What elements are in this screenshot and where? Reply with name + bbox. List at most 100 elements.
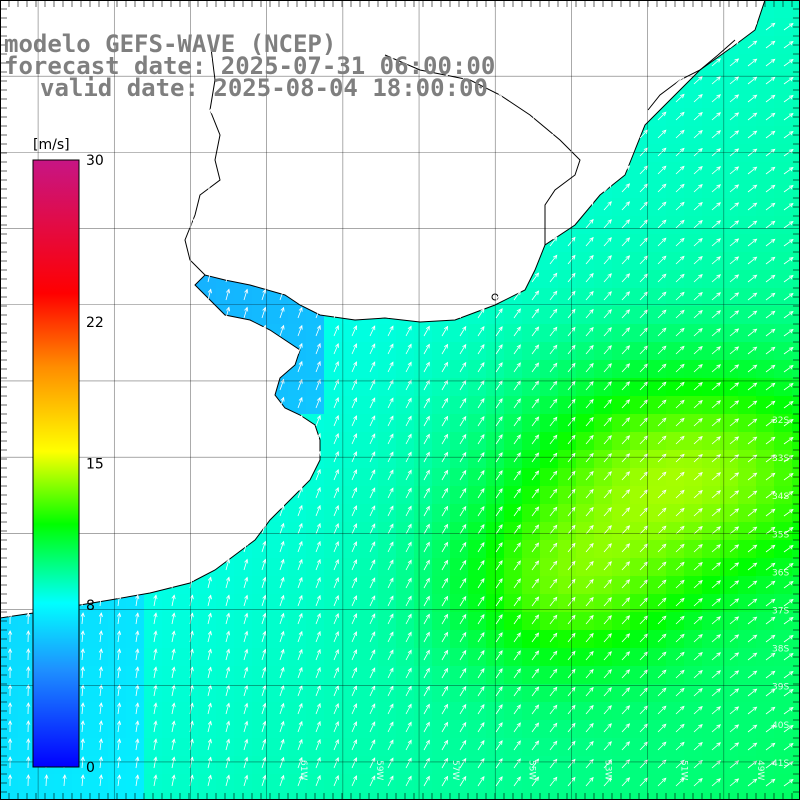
wind-arrow (387, 163, 394, 175)
wind-arrow (729, 526, 740, 535)
wind-arrow (297, 360, 303, 373)
wind-arrow (171, 396, 176, 409)
wind-arrow (585, 560, 594, 571)
speed-cell (594, 306, 613, 325)
wind-arrow (549, 740, 558, 751)
wind-arrow (675, 201, 685, 211)
speed-cell (252, 702, 271, 721)
wind-arrow (315, 252, 321, 265)
speed-cell (648, 324, 667, 343)
wind-arrow (675, 129, 685, 139)
wind-arrow (441, 415, 449, 427)
wind-arrow (279, 108, 285, 121)
wind-arrow (261, 774, 267, 787)
wind-arrow (98, 396, 103, 409)
speed-cell (720, 756, 739, 775)
wind-arrow (459, 253, 467, 265)
speed-cell (612, 720, 631, 739)
speed-cell (90, 648, 109, 667)
wind-arrow (765, 112, 776, 121)
wind-arrow (207, 108, 212, 121)
speed-cell (540, 468, 559, 487)
wind-arrow (98, 216, 103, 229)
wind-arrow (207, 468, 212, 481)
wind-arrow (98, 18, 103, 31)
wind-arrow (7, 162, 13, 175)
speed-cell (450, 720, 469, 739)
speed-cell (450, 792, 469, 800)
speed-cell (702, 234, 721, 253)
wind-arrow (657, 93, 667, 103)
wind-arrow (477, 127, 485, 139)
wind-arrow (441, 487, 449, 499)
speed-cell (792, 558, 800, 577)
wind-arrow (657, 21, 667, 31)
wind-arrow (711, 112, 721, 121)
speed-cell (360, 360, 379, 379)
speed-cell (792, 126, 800, 145)
speed-cell (180, 774, 199, 793)
speed-cell (594, 432, 613, 451)
speed-cell (666, 324, 685, 343)
speed-cell (774, 396, 793, 415)
speed-cell (630, 684, 649, 703)
wind-arrow (423, 199, 430, 211)
speed-cell (324, 594, 343, 613)
speed-cell (792, 180, 800, 199)
speed-cell (18, 720, 37, 739)
speed-cell (756, 198, 775, 217)
speed-cell (0, 738, 19, 757)
wind-arrow (495, 434, 503, 445)
wind-arrow (369, 541, 376, 553)
wind-arrow (351, 37, 358, 49)
wind-arrow (369, 505, 376, 517)
wind-arrow (80, 738, 85, 751)
speed-cell (414, 414, 433, 433)
wind-arrow (513, 632, 521, 643)
wind-arrow (405, 253, 412, 265)
wind-arrow (207, 162, 212, 175)
wind-arrow (26, 36, 31, 49)
wind-arrow (495, 164, 503, 175)
speed-cell (576, 612, 595, 631)
wind-arrow (225, 360, 231, 373)
wind-arrow (387, 415, 394, 427)
wind-arrow (765, 220, 776, 229)
longitude-label: 55W (526, 760, 536, 780)
wind-arrow (765, 310, 776, 319)
speed-cell (648, 774, 667, 793)
speed-cell (684, 486, 703, 505)
wind-arrow (387, 721, 394, 733)
speed-cell (360, 342, 379, 361)
wind-arrow (549, 506, 558, 517)
speed-cell (756, 414, 775, 433)
speed-cell (792, 90, 800, 109)
speed-cell (234, 702, 253, 721)
wind-arrow (585, 740, 594, 751)
wind-arrow (26, 540, 31, 553)
wind-arrow (369, 739, 376, 751)
speed-cell (540, 630, 559, 649)
speed-cell (756, 36, 775, 55)
speed-cell (666, 216, 685, 235)
speed-cell (720, 666, 739, 685)
wind-arrow (243, 720, 249, 733)
wind-arrow (297, 108, 303, 121)
wind-arrow (783, 256, 794, 265)
wind-arrow (513, 290, 521, 301)
speed-cell (702, 108, 721, 127)
wind-arrow (171, 342, 176, 355)
wind-arrow (729, 112, 740, 121)
wind-arrow (243, 756, 249, 769)
speed-cell (666, 288, 685, 307)
speed-cell (756, 288, 775, 307)
wind-arrow (26, 144, 31, 157)
wind-arrow (207, 396, 212, 409)
speed-cell (666, 180, 685, 199)
wind-arrow (351, 469, 358, 481)
wind-arrow (657, 165, 667, 175)
wind-arrow (621, 777, 631, 787)
wind-arrow (549, 290, 558, 301)
wind-arrow (711, 202, 721, 211)
wind-arrow (477, 55, 485, 67)
